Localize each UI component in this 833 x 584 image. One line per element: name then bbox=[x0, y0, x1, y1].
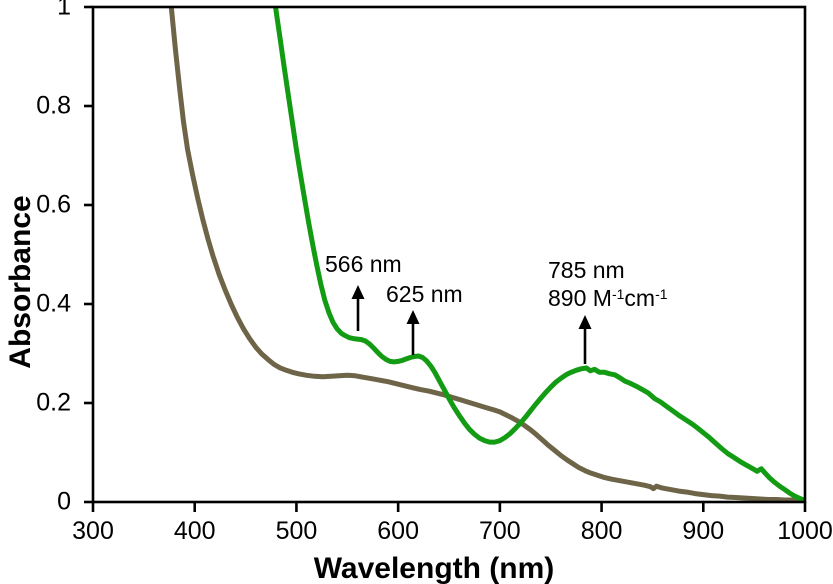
annotation-arrow-head-peak-566 bbox=[351, 285, 365, 299]
annotation-arrow-head-peak-785 bbox=[578, 315, 592, 329]
olive-brown-spectrum-curve bbox=[168, 6, 806, 503]
green-spectrum-curve bbox=[272, 6, 806, 503]
plot-frame bbox=[91, 5, 807, 504]
annotation-arrow-head-peak-625 bbox=[406, 310, 420, 324]
